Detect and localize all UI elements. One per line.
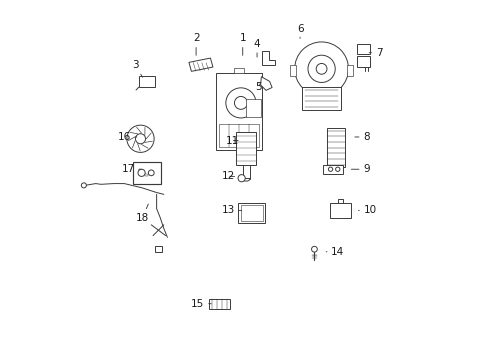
Text: 13: 13 (221, 206, 241, 216)
Bar (301, 87, 341, 110)
Circle shape (328, 167, 332, 171)
Text: 5: 5 (255, 82, 262, 92)
Text: 7: 7 (368, 48, 382, 58)
Text: 9: 9 (350, 164, 369, 174)
Bar (219, 123, 258, 147)
Bar (145, 174, 148, 176)
Bar (233, 68, 244, 73)
Text: 18: 18 (135, 204, 149, 222)
Text: 16: 16 (118, 132, 137, 142)
Bar (238, 203, 264, 224)
Bar (338, 199, 342, 203)
Circle shape (311, 246, 317, 252)
Circle shape (238, 175, 244, 182)
Bar (246, 99, 260, 117)
Bar (346, 65, 352, 76)
Text: 12: 12 (221, 171, 235, 181)
Text: 8: 8 (354, 132, 369, 142)
Bar (289, 65, 296, 76)
Text: 4: 4 (253, 39, 260, 57)
Bar (357, 55, 369, 67)
Polygon shape (260, 77, 271, 90)
Bar (357, 44, 369, 54)
Circle shape (81, 183, 86, 188)
Circle shape (148, 170, 154, 176)
Bar (139, 76, 155, 87)
Circle shape (294, 42, 348, 96)
Text: 6: 6 (296, 24, 303, 39)
Text: 17: 17 (121, 164, 141, 174)
Bar (208, 299, 229, 309)
Text: 3: 3 (132, 60, 142, 77)
Circle shape (225, 88, 255, 118)
Circle shape (138, 169, 145, 176)
Text: 1: 1 (239, 33, 245, 55)
Circle shape (234, 96, 247, 109)
Polygon shape (261, 51, 274, 65)
Bar (329, 203, 351, 218)
Bar (215, 73, 262, 150)
Bar (155, 246, 162, 252)
Circle shape (316, 63, 326, 74)
Bar (236, 132, 256, 165)
Circle shape (335, 167, 339, 171)
Bar (326, 128, 344, 167)
Circle shape (126, 125, 154, 152)
Bar (323, 165, 343, 174)
Text: 14: 14 (325, 247, 344, 257)
Bar (240, 205, 262, 221)
Text: 10: 10 (358, 206, 376, 216)
Polygon shape (188, 58, 212, 71)
Text: 11: 11 (225, 136, 238, 145)
Circle shape (307, 55, 335, 82)
Text: 2: 2 (192, 33, 199, 55)
Text: 15: 15 (191, 299, 211, 309)
Circle shape (135, 134, 145, 144)
Bar (132, 162, 161, 184)
